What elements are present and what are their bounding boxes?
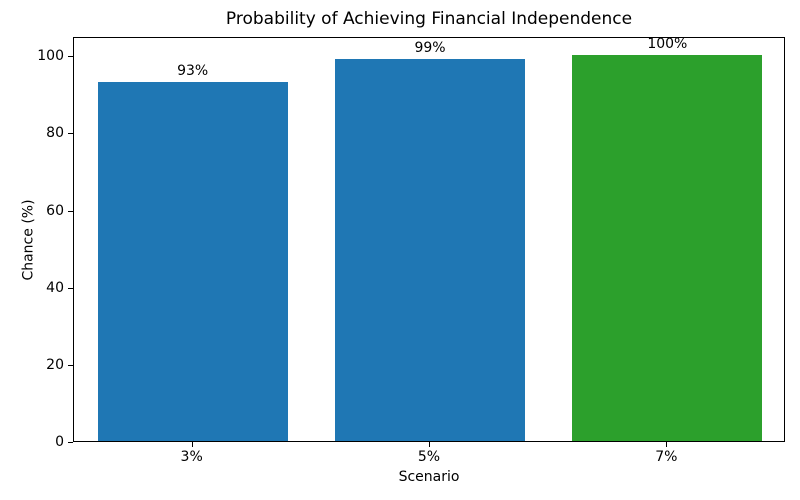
bar-7% xyxy=(572,55,763,441)
y-tick-mark xyxy=(68,56,73,57)
y-tick-label-0: 0 xyxy=(55,434,64,450)
bar-value-label-3%: 93% xyxy=(177,63,209,79)
plot-area: 93% 99% 100% xyxy=(73,36,785,442)
y-tick-label-40: 40 xyxy=(46,280,64,296)
x-tick-mark xyxy=(429,442,430,447)
y-axis-label: Chance (%) xyxy=(20,199,37,281)
y-tick-label-100: 100 xyxy=(37,48,64,64)
y-tick-label-60: 60 xyxy=(46,203,64,219)
y-tick-mark xyxy=(68,442,73,443)
chart-title: Probability of Achieving Financial Indep… xyxy=(225,9,633,29)
bar-3% xyxy=(97,82,288,441)
y-tick-mark xyxy=(68,211,73,212)
bar-value-label-7%: 100% xyxy=(647,36,688,52)
bar-value-label-5%: 99% xyxy=(414,40,446,56)
y-tick-label-80: 80 xyxy=(46,125,64,141)
x-tick-label-7%: 7% xyxy=(655,449,678,465)
x-axis-label: Scenario xyxy=(398,469,460,485)
x-tick-mark xyxy=(666,442,668,447)
bar-5% xyxy=(335,59,525,441)
y-tick-mark xyxy=(68,133,73,134)
y-tick-mark xyxy=(68,288,73,289)
y-tick-mark xyxy=(68,365,73,366)
y-tick-label-20: 20 xyxy=(46,357,64,373)
x-tick-mark xyxy=(191,442,193,447)
x-tick-label-3%: 3% xyxy=(180,449,203,465)
x-tick-label-5%: 5% xyxy=(417,449,441,465)
